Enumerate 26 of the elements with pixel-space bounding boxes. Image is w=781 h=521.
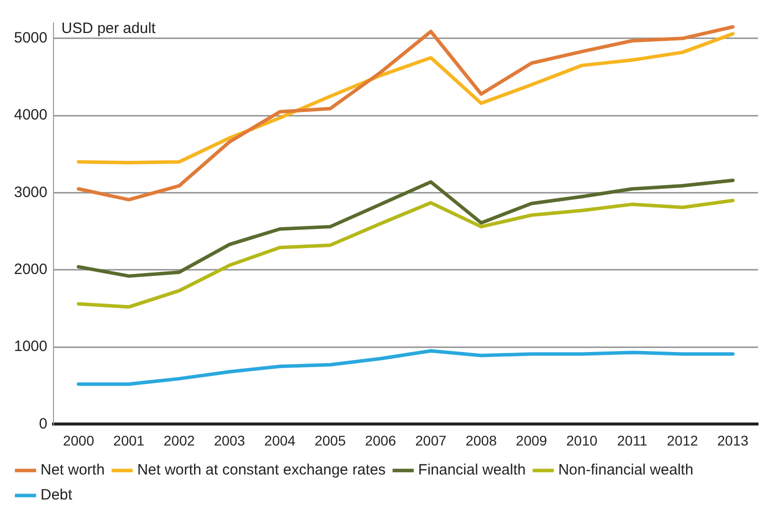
x-tick-label: 2005 [314, 432, 346, 448]
y-tick-label: 4000 [14, 106, 48, 124]
x-tick-label: 2002 [164, 432, 195, 448]
x-tick-label: 2013 [717, 432, 749, 448]
x-tick-label: 2004 [264, 432, 296, 448]
x-tick-label: 2009 [516, 432, 548, 448]
y-tick-label: 0 [39, 415, 48, 432]
y-tick-label: 2000 [14, 261, 48, 278]
x-tick-label: 2001 [113, 432, 145, 448]
x-tick-label: 2011 [617, 432, 648, 448]
x-tick-label: 2008 [466, 432, 497, 448]
legend-label: Non-financial wealth [558, 462, 694, 479]
x-tick-label: 2010 [566, 432, 598, 448]
legend-label: Financial wealth [418, 462, 526, 479]
legend-label: Net worth [40, 462, 105, 479]
y-tick-label: 1000 [14, 338, 48, 356]
x-tick-label: 2012 [666, 432, 698, 448]
x-tick-label: 2006 [364, 432, 396, 448]
legend-label: Debt [40, 486, 74, 504]
y-axis-title: USD per adult [61, 20, 156, 38]
legend-label: Net worth at constant exchange rates [137, 462, 386, 479]
y-tick-label: 3000 [14, 184, 48, 201]
x-tick-label: 2000 [62, 432, 94, 448]
y-tick-label: 5000 [14, 30, 48, 47]
x-tick-label: 2007 [415, 432, 447, 448]
x-tick-label: 2003 [214, 432, 246, 448]
